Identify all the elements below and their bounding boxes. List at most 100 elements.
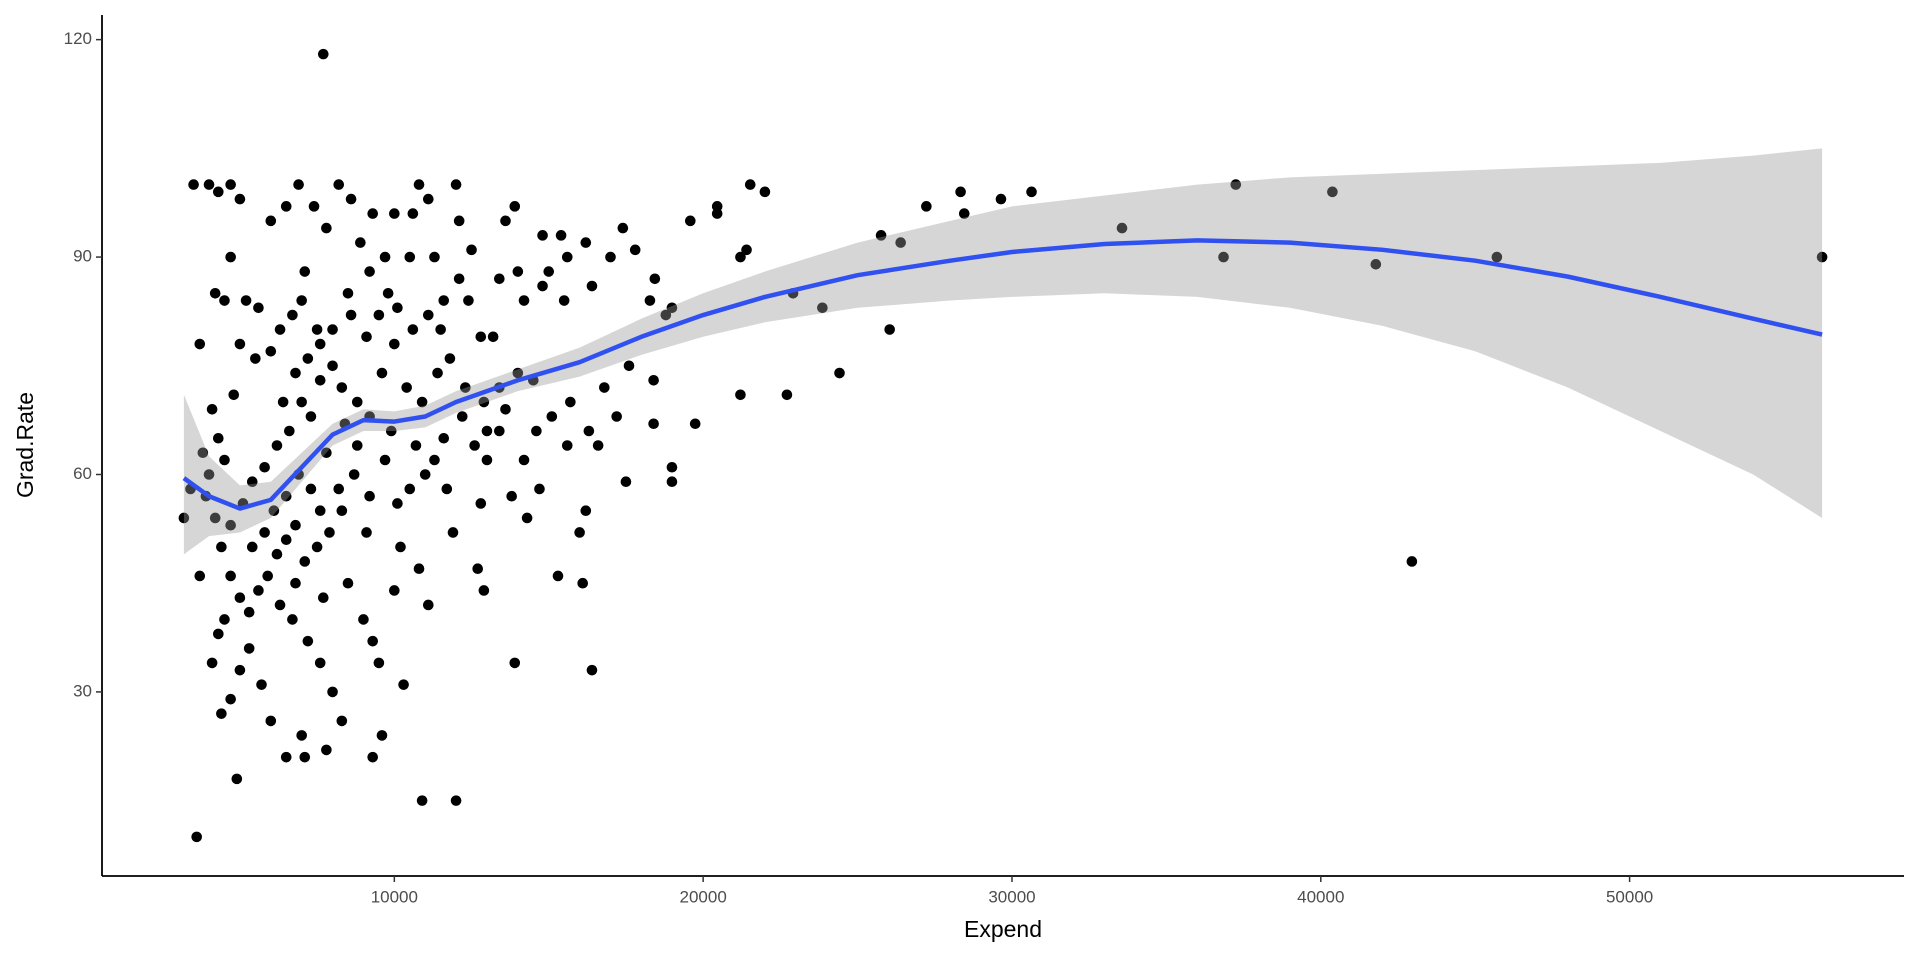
point xyxy=(599,382,610,393)
point xyxy=(481,454,493,466)
point xyxy=(178,512,190,524)
point xyxy=(274,324,286,335)
point xyxy=(311,541,323,553)
point xyxy=(543,266,555,277)
y-tick-label: 90 xyxy=(73,247,92,266)
point xyxy=(259,527,270,538)
point xyxy=(243,643,255,654)
point xyxy=(629,244,641,256)
point xyxy=(438,432,450,444)
point xyxy=(395,541,406,553)
point xyxy=(781,389,793,401)
point xyxy=(1230,179,1242,190)
point xyxy=(382,288,394,299)
point xyxy=(546,411,558,422)
point xyxy=(1218,251,1229,263)
point xyxy=(296,730,307,741)
point xyxy=(478,585,490,596)
point xyxy=(345,193,357,205)
point xyxy=(213,628,224,640)
point xyxy=(958,208,970,219)
point xyxy=(302,635,314,647)
point xyxy=(225,251,236,263)
point xyxy=(290,519,301,531)
point xyxy=(666,302,678,314)
point xyxy=(592,440,604,451)
point xyxy=(475,331,487,343)
point xyxy=(456,411,468,422)
point xyxy=(327,686,338,698)
point xyxy=(327,324,338,335)
point xyxy=(648,374,659,386)
point xyxy=(611,411,622,422)
point xyxy=(336,505,348,517)
point xyxy=(423,193,434,205)
point xyxy=(648,418,659,430)
point xyxy=(398,679,409,690)
point xyxy=(213,186,224,198)
point xyxy=(586,280,598,292)
x-tick-label: 50000 xyxy=(1606,887,1653,906)
point xyxy=(817,302,828,314)
point xyxy=(314,374,326,386)
point xyxy=(188,179,199,190)
point xyxy=(314,338,326,350)
point xyxy=(649,273,661,285)
point xyxy=(689,418,701,430)
point xyxy=(373,657,385,669)
point xyxy=(265,345,277,357)
point xyxy=(234,193,246,205)
point xyxy=(1026,186,1037,198)
point xyxy=(256,679,267,690)
point xyxy=(884,324,895,335)
point xyxy=(265,215,277,227)
point xyxy=(401,382,412,393)
point xyxy=(216,708,227,719)
point xyxy=(348,469,360,480)
point xyxy=(472,563,484,575)
point xyxy=(311,324,323,335)
point xyxy=(875,230,887,241)
point xyxy=(280,751,292,763)
point xyxy=(711,201,723,212)
point xyxy=(194,338,206,350)
point xyxy=(296,295,307,306)
point xyxy=(293,179,304,190)
point xyxy=(555,230,567,241)
point xyxy=(314,657,326,669)
point xyxy=(435,324,446,335)
point xyxy=(299,751,311,763)
point xyxy=(243,606,255,618)
point xyxy=(463,295,474,306)
point xyxy=(895,237,906,248)
point xyxy=(620,476,632,488)
point xyxy=(429,251,440,263)
point xyxy=(367,751,379,763)
point xyxy=(321,744,332,756)
x-tick-label: 30000 xyxy=(988,887,1035,906)
point xyxy=(506,490,517,502)
point xyxy=(561,440,573,451)
point xyxy=(416,795,428,806)
x-axis-title: Expend xyxy=(964,916,1042,942)
point xyxy=(552,570,564,582)
point xyxy=(336,715,348,727)
point xyxy=(194,570,206,582)
point xyxy=(216,541,227,553)
point xyxy=(333,179,345,190)
point xyxy=(373,309,385,321)
point xyxy=(299,266,311,277)
confidence-band xyxy=(183,148,1823,555)
point xyxy=(367,635,379,647)
point xyxy=(364,490,375,502)
x-tick-label: 40000 xyxy=(1297,887,1344,906)
point xyxy=(203,179,215,190)
point xyxy=(314,505,326,517)
point xyxy=(1816,251,1828,263)
point xyxy=(191,831,202,843)
point xyxy=(219,295,230,306)
point xyxy=(389,585,400,596)
point xyxy=(345,309,357,321)
point xyxy=(1406,556,1418,567)
point xyxy=(318,48,329,60)
